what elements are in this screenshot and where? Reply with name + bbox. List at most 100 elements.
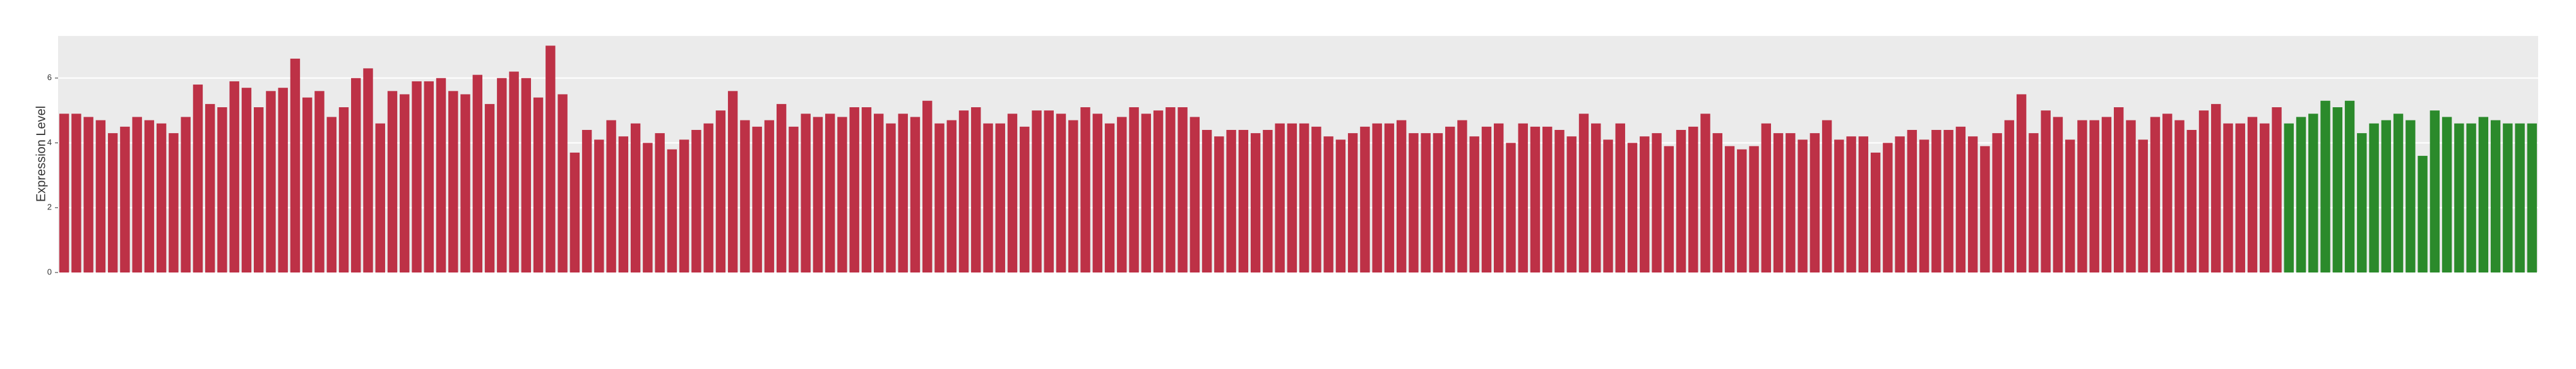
bar: [922, 100, 933, 272]
bar: [2235, 123, 2245, 272]
bar: [1652, 133, 1662, 272]
bar: [472, 74, 482, 273]
bar: [424, 81, 434, 273]
bar: [801, 114, 811, 272]
bar: [995, 123, 1005, 272]
bar: [1955, 126, 1966, 272]
bar: [874, 114, 884, 272]
bar: [1640, 136, 1650, 272]
y-axis-label: Expression Level: [34, 106, 48, 202]
bar: [2284, 123, 2294, 272]
bar: [1919, 139, 1929, 272]
bar: [1749, 146, 1759, 272]
bar: [1396, 120, 1407, 272]
bar: [302, 97, 313, 273]
bar: [630, 123, 641, 272]
bar: [1931, 129, 1941, 272]
bar: [1299, 123, 1309, 272]
bar: [1032, 110, 1042, 272]
bar: [1068, 120, 1078, 272]
bar: [2138, 139, 2148, 272]
bar: [1798, 139, 1808, 272]
bar: [1700, 114, 1710, 272]
bar: [837, 117, 847, 272]
bar: [569, 152, 580, 272]
bar: [363, 68, 373, 272]
bar: [1335, 139, 1346, 272]
bar: [1761, 123, 1772, 272]
bar: [1372, 123, 1382, 272]
bar: [1409, 133, 1419, 272]
bar: [1603, 139, 1613, 272]
bar: [581, 129, 592, 272]
bar: [1323, 136, 1333, 272]
bar: [2430, 110, 2440, 272]
bar: [1506, 143, 1516, 272]
bar: [375, 123, 385, 272]
bar: [1129, 107, 1139, 272]
bar: [679, 139, 689, 272]
bar: [387, 91, 398, 272]
bar: [1542, 126, 1553, 272]
y-tick-label: 4: [47, 138, 52, 147]
bar: [1092, 114, 1102, 272]
bar: [2272, 107, 2282, 272]
bar: [898, 114, 908, 272]
bar: [400, 94, 410, 272]
bar: [2466, 123, 2476, 272]
bar: [1810, 133, 1820, 272]
bar: [1992, 133, 2002, 272]
bar: [703, 123, 713, 272]
bar: [1858, 136, 1869, 272]
bar: [1117, 117, 1127, 272]
bar: [351, 78, 361, 272]
bar: [715, 110, 726, 272]
bar: [1214, 136, 1224, 272]
bar: [643, 143, 653, 272]
bar: [606, 120, 616, 272]
bar: [1469, 136, 1479, 272]
bar: [2490, 120, 2501, 272]
bar: [1907, 129, 1917, 272]
bar: [2320, 100, 2330, 272]
bar: [2442, 117, 2452, 272]
bar: [1263, 129, 1273, 272]
bar: [1591, 123, 1601, 272]
bar: [1360, 126, 1370, 272]
bar: [1530, 126, 1541, 272]
bar: [691, 129, 701, 272]
bar: [2174, 120, 2185, 272]
bar: [278, 88, 288, 273]
bar: [314, 91, 325, 272]
bar: [1044, 110, 1054, 272]
bar: [1712, 133, 1722, 272]
bar: [789, 126, 799, 272]
bar: [338, 107, 349, 272]
bar: [1566, 136, 1577, 272]
bar: [1615, 123, 1625, 272]
bar: [1980, 146, 1990, 272]
bar: [1822, 120, 1832, 272]
bar: [509, 71, 519, 273]
bar: [2162, 114, 2173, 272]
bar: [290, 58, 301, 273]
bar: [169, 133, 179, 272]
bar: [1773, 133, 1784, 272]
bar: [2357, 133, 2367, 272]
bar: [2114, 107, 2124, 272]
y-tick-label: 0: [47, 267, 52, 276]
bar: [497, 78, 507, 272]
bar: [546, 45, 556, 273]
bar: [2150, 117, 2161, 272]
bar: [727, 91, 738, 272]
bar: [2247, 117, 2258, 272]
bar: [1020, 126, 1030, 272]
bar: [1007, 114, 1018, 272]
bar: [1457, 120, 1467, 272]
bar: [2089, 120, 2099, 272]
bar: [1153, 110, 1164, 272]
bar: [460, 94, 470, 272]
bar: [83, 117, 93, 272]
bar: [752, 126, 762, 272]
